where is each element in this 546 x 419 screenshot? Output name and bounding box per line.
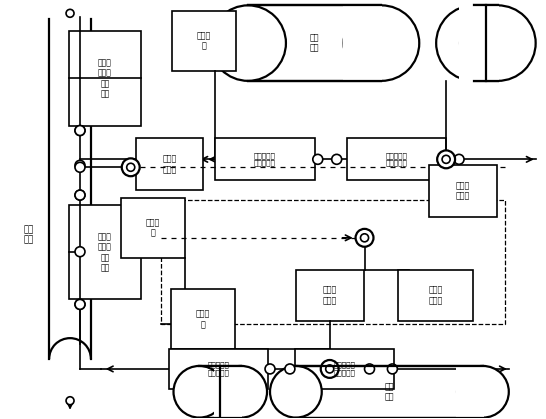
Bar: [215, 138, 315, 180]
Bar: [199, 366, 241, 418]
Circle shape: [75, 160, 85, 170]
Bar: [459, 4, 499, 82]
Text: 检测节
点: 检测节 点: [195, 310, 210, 329]
Text: 粗波分
供能与
信号
系统: 粗波分 供能与 信号 系统: [98, 232, 112, 272]
Circle shape: [75, 190, 85, 200]
Bar: [429, 165, 497, 217]
Circle shape: [321, 360, 339, 378]
Bar: [399, 269, 473, 321]
Ellipse shape: [210, 5, 286, 81]
Text: 地下
管线: 地下 管线: [23, 225, 33, 245]
Circle shape: [454, 154, 464, 164]
Circle shape: [127, 163, 135, 171]
Text: 检测节
点: 检测节 点: [146, 218, 160, 238]
Bar: [161, 200, 505, 324]
Circle shape: [75, 190, 85, 200]
Circle shape: [442, 155, 450, 163]
Bar: [296, 269, 364, 321]
Text: 光缆
缆线: 光缆 缆线: [384, 382, 394, 401]
Circle shape: [365, 364, 375, 374]
Text: 粗波分供能
与信号系统: 粗波分供能 与信号系统: [254, 152, 276, 166]
Bar: [169, 349, 268, 389]
Bar: [248, 5, 382, 81]
Circle shape: [75, 247, 85, 257]
Ellipse shape: [174, 366, 225, 418]
Bar: [136, 138, 203, 190]
Text: 光缆
缆线: 光缆 缆线: [310, 34, 319, 53]
Ellipse shape: [457, 366, 509, 418]
Circle shape: [66, 397, 74, 405]
Text: 本地监
控中心: 本地监 控中心: [162, 155, 177, 174]
Circle shape: [75, 300, 85, 309]
Circle shape: [75, 126, 85, 135]
Ellipse shape: [436, 5, 512, 81]
Bar: [170, 290, 235, 349]
Circle shape: [75, 126, 85, 135]
Bar: [343, 4, 382, 82]
Circle shape: [75, 162, 85, 172]
Bar: [347, 138, 446, 180]
Bar: [456, 365, 484, 419]
Bar: [69, 205, 141, 300]
Circle shape: [437, 150, 455, 168]
Circle shape: [122, 158, 140, 176]
Circle shape: [388, 364, 397, 374]
Circle shape: [332, 154, 342, 164]
Circle shape: [66, 9, 74, 17]
Circle shape: [313, 154, 323, 164]
Circle shape: [75, 300, 85, 309]
Text: 粗波分供能
与信号系统: 粗波分供能 与信号系统: [207, 362, 229, 376]
Ellipse shape: [460, 5, 536, 81]
Bar: [121, 198, 186, 258]
Bar: [214, 365, 242, 419]
Bar: [295, 349, 394, 389]
Bar: [69, 31, 141, 126]
Ellipse shape: [215, 366, 267, 418]
Text: 粗波分
供能与
信号
系统: 粗波分 供能与 信号 系统: [98, 58, 112, 98]
Circle shape: [441, 154, 451, 164]
Bar: [474, 5, 498, 81]
Circle shape: [355, 229, 373, 247]
Text: 本地监
控中心: 本地监 控中心: [323, 286, 337, 305]
Text: 本地监
控中心: 本地监 控中心: [456, 181, 470, 201]
Ellipse shape: [270, 366, 322, 418]
Text: 远程监
控中心: 远程监 控中心: [429, 286, 443, 305]
Circle shape: [265, 364, 275, 374]
Circle shape: [360, 234, 369, 242]
Bar: [296, 366, 483, 418]
Text: 粗波分供能
与信号系统: 粗波分供能 与信号系统: [385, 152, 407, 166]
Circle shape: [285, 364, 295, 374]
Circle shape: [325, 365, 334, 373]
Text: 检测节
点: 检测节 点: [197, 31, 211, 51]
Text: 粗波分供能
与信号系统: 粗波分供能 与信号系统: [334, 362, 355, 376]
Ellipse shape: [343, 5, 419, 81]
Bar: [171, 11, 236, 71]
